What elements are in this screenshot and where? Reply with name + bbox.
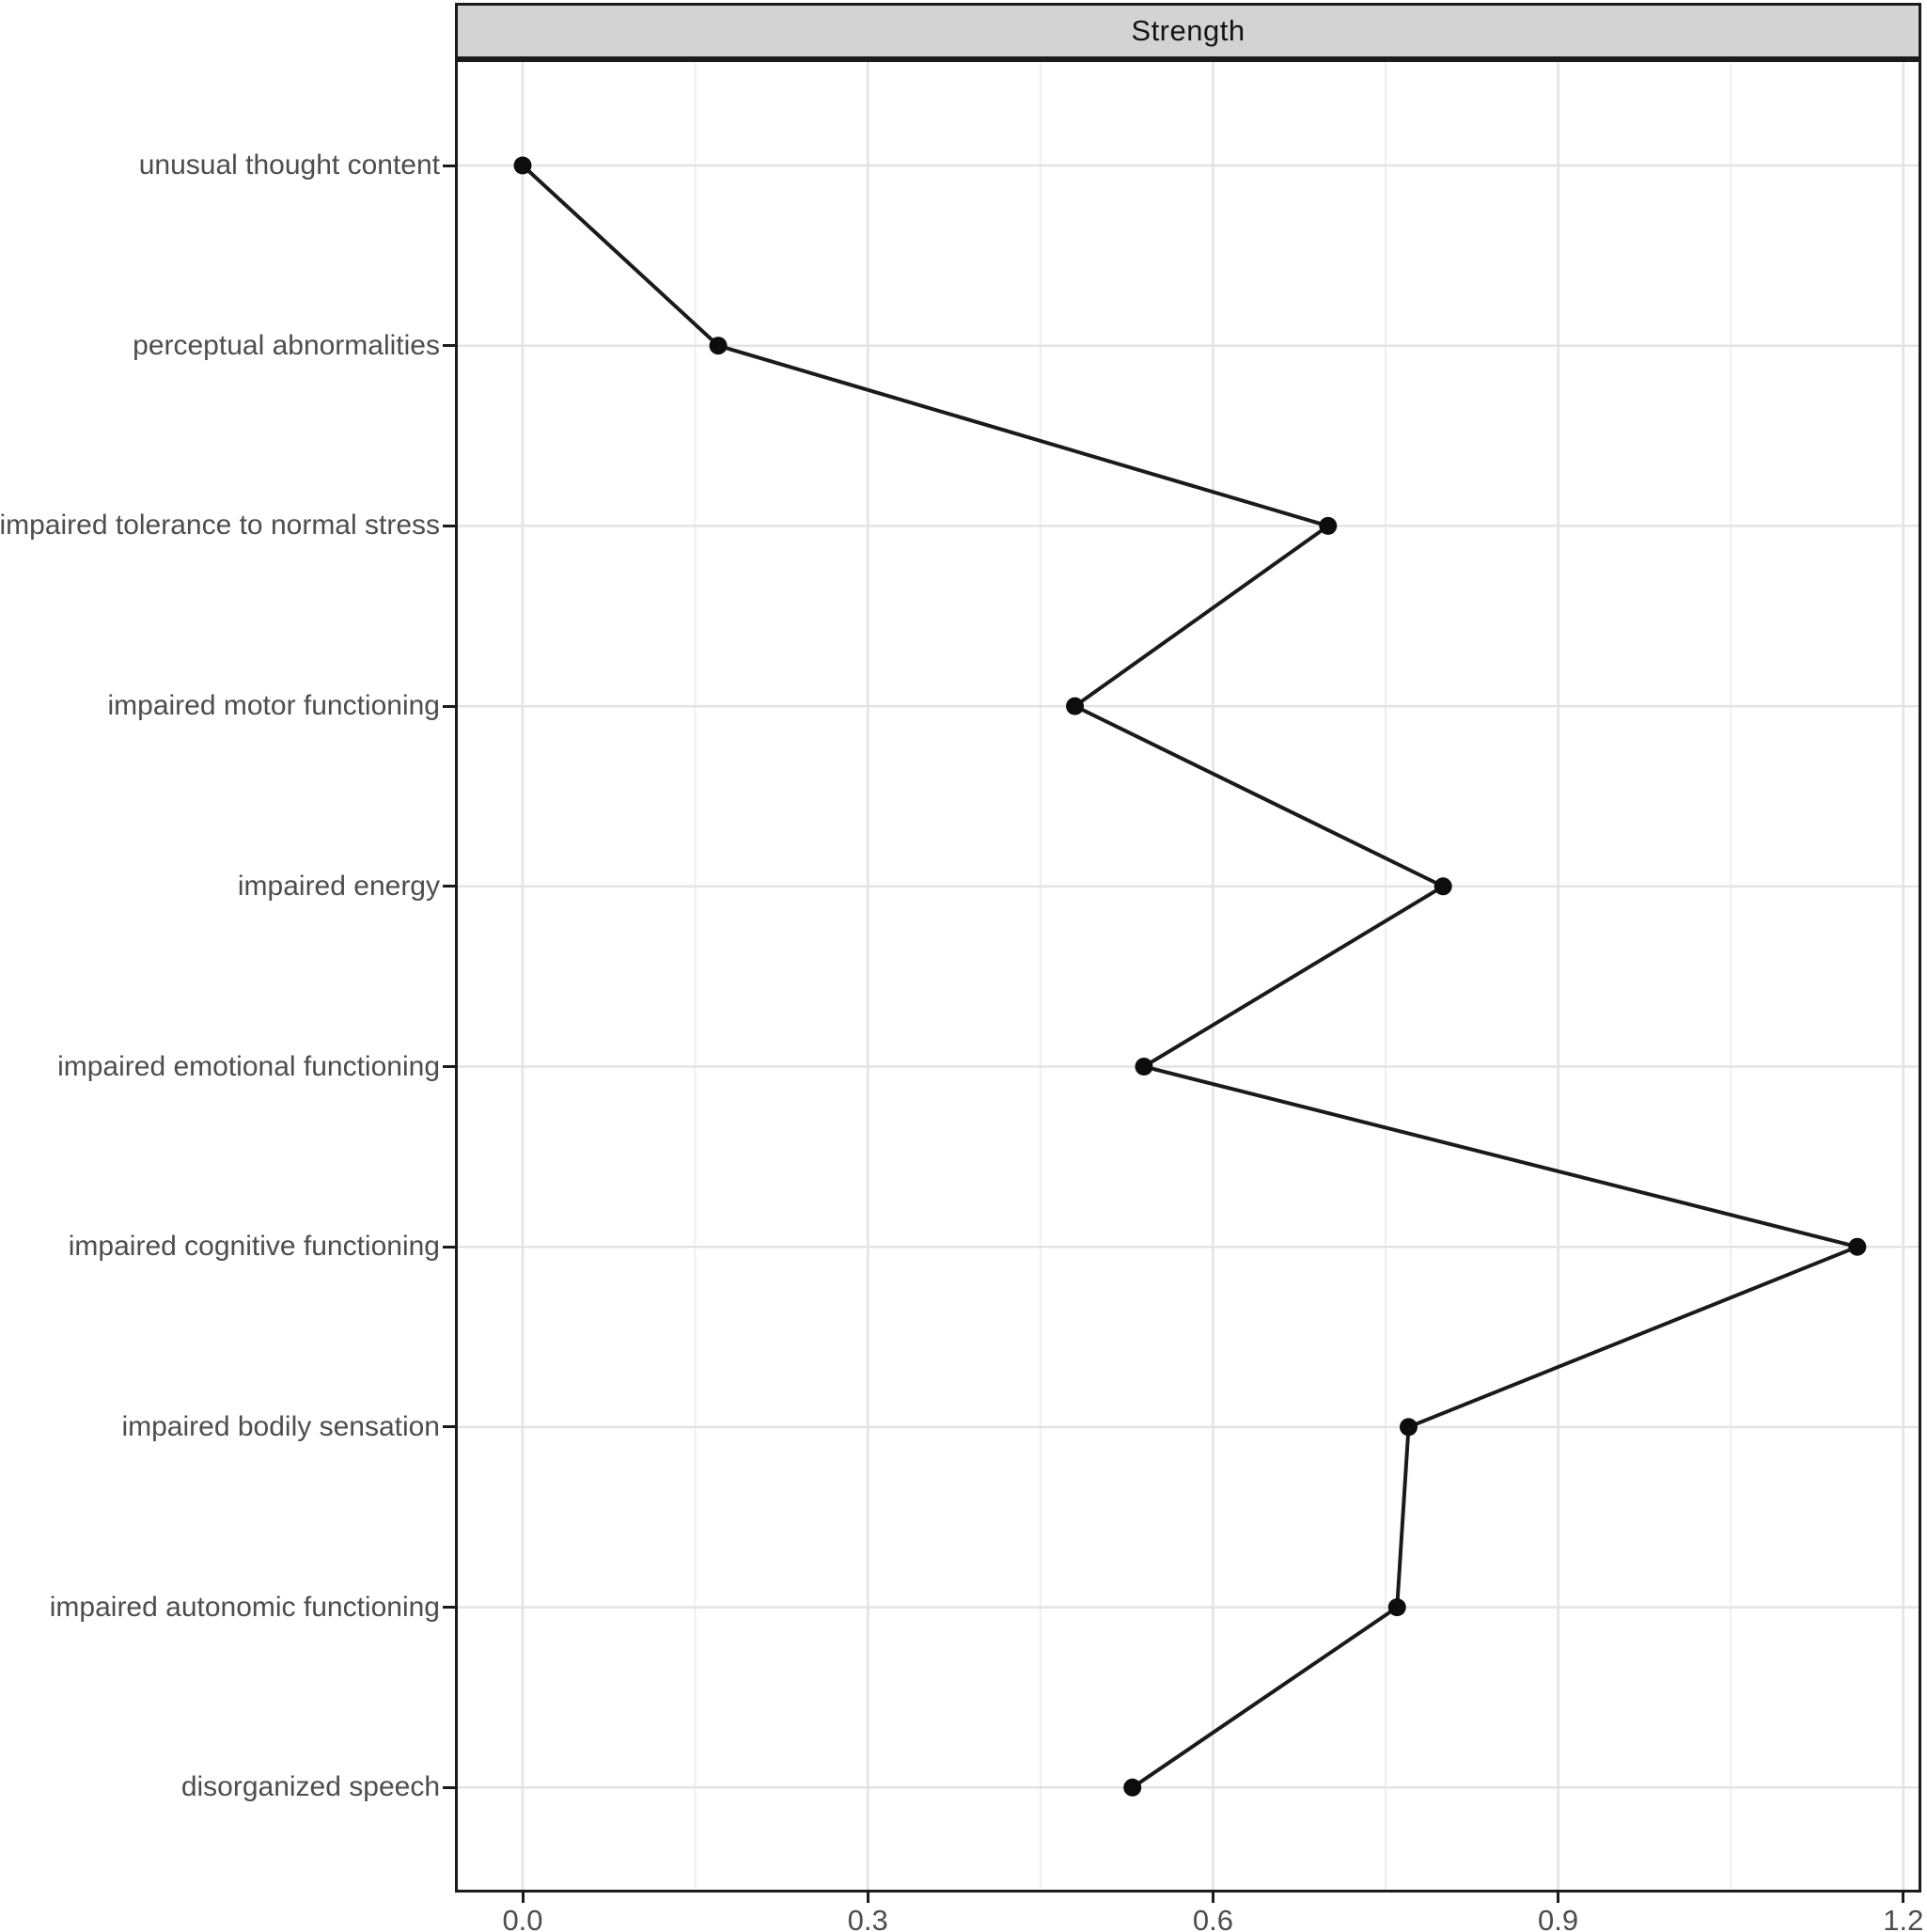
data-point <box>513 156 532 175</box>
y-axis-tick <box>443 704 455 708</box>
x-axis-tick-label: 0.6 <box>1192 1904 1233 1932</box>
y-axis-tick <box>443 164 455 167</box>
y-axis-label: impaired emotional functioning <box>57 1050 440 1082</box>
y-axis-label: impaired bodily sensation <box>121 1410 440 1442</box>
facet-strip-title: Strength <box>1131 14 1246 47</box>
y-axis-label: impaired energy <box>237 870 440 902</box>
x-axis-tick <box>866 1893 870 1903</box>
x-axis-tick <box>1557 1893 1560 1903</box>
y-axis-tick <box>443 524 455 527</box>
data-point <box>709 337 728 355</box>
data-point <box>1123 1778 1142 1797</box>
y-axis-label: impaired autonomic functioning <box>49 1591 440 1623</box>
y-axis-label: disorganized speech <box>180 1771 440 1803</box>
facet-strip: Strength <box>455 3 1921 59</box>
y-axis-tick <box>443 1245 455 1249</box>
y-axis-label: impaired motor functioning <box>107 690 440 722</box>
x-axis: 0.0 0.3 0.6 0.9 1.2 <box>455 1893 1927 1932</box>
y-axis-tick <box>443 344 455 348</box>
x-axis-tick <box>1211 1893 1214 1903</box>
plot-panel <box>455 59 1921 1893</box>
data-point <box>1387 1598 1406 1617</box>
x-axis-tick-label: 0.3 <box>847 1904 888 1932</box>
data-point <box>1135 1058 1153 1076</box>
y-axis-tick <box>443 1425 455 1429</box>
y-axis-tick <box>443 1606 455 1610</box>
strength-line-chart <box>458 62 1919 1890</box>
y-axis-tick <box>443 1065 455 1068</box>
trend-line <box>521 164 1859 1790</box>
data-point <box>1399 1418 1418 1437</box>
y-axis-label: impaired tolerance to normal stress <box>0 510 440 542</box>
x-axis-tick <box>521 1893 525 1903</box>
y-axis-label: perceptual abnormalities <box>133 329 440 361</box>
data-point <box>1848 1237 1867 1256</box>
y-axis-tick <box>443 1785 455 1789</box>
y-axis-label: impaired cognitive functioning <box>68 1231 440 1263</box>
x-axis-tick <box>1902 1893 1905 1903</box>
x-axis-tick-label: 1.2 <box>1883 1904 1924 1932</box>
x-axis-tick-label: 0.0 <box>502 1904 543 1932</box>
data-point <box>1319 516 1338 535</box>
y-axis-label: unusual thought content <box>138 149 440 181</box>
y-axis: unusual thought content perceptual abnorm… <box>0 59 455 1893</box>
data-point <box>1066 697 1085 715</box>
y-axis-tick <box>443 885 455 888</box>
x-axis-tick-label: 0.9 <box>1538 1904 1579 1932</box>
data-point <box>1434 877 1452 896</box>
